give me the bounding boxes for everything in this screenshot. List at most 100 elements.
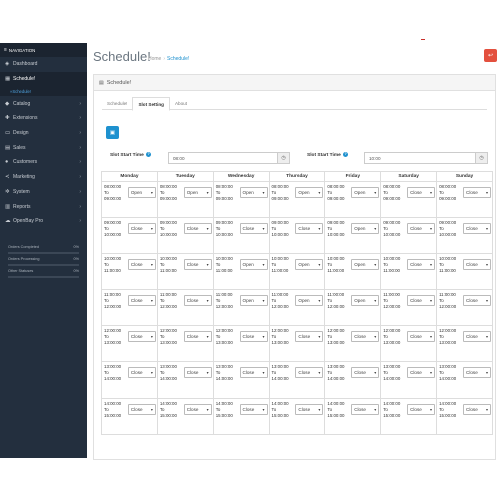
sidebar-item-dashboard[interactable]: ◈ Dashboard [0, 57, 87, 72]
status-select[interactable]: Close ▾ [463, 259, 491, 271]
sidebar-item-customers[interactable]: ● Customers › [0, 155, 87, 170]
status-select[interactable]: Close ▾ [407, 223, 436, 235]
status-select[interactable]: Close ▾ [295, 331, 324, 343]
status-select[interactable]: Close ▾ [295, 403, 324, 415]
slot-cell: 13:00:00 To 14:00:00 Close ▾ [101, 361, 158, 399]
breadcrumb-home[interactable]: Home [148, 56, 162, 62]
status-select[interactable]: Close ▾ [183, 259, 212, 271]
status-select[interactable]: Open ▾ [295, 295, 324, 307]
slot-from: 12:00:00 [439, 328, 457, 334]
save-button[interactable]: ▣ [106, 126, 119, 139]
sidebar-item-design[interactable]: ▭ Design › [0, 126, 87, 141]
slot-to-label: To [327, 262, 333, 268]
status-select[interactable]: Close ▾ [463, 367, 491, 379]
status-select[interactable]: Close ▾ [351, 331, 380, 343]
status-select[interactable]: Close ▾ [127, 295, 156, 307]
slot-time: 11:00:00 To 12:00:00 [439, 292, 491, 310]
tab-about[interactable]: About [174, 101, 187, 106]
sidebar-subitem-schedule[interactable]: » Schedule! [0, 86, 87, 97]
status-select[interactable]: Close ▾ [239, 403, 268, 415]
status-select[interactable]: Close ▾ [463, 403, 491, 415]
status-select[interactable]: Close ▾ [463, 187, 491, 198]
status-select[interactable]: Open ▾ [239, 295, 268, 307]
status-select[interactable]: Open ▾ [351, 295, 380, 307]
slot-cell: 11:00:00 To 12:00:00 Open ▾ [324, 289, 382, 327]
status-select[interactable]: Close ▾ [463, 223, 491, 235]
slot-to-label: To [439, 298, 444, 304]
clock-icon[interactable]: ◷ [475, 152, 488, 164]
status-select[interactable]: Open ▾ [351, 259, 380, 271]
status-select[interactable]: Close ▾ [183, 295, 212, 307]
sidebar-item-marketing[interactable]: ≺ Marketing › [0, 170, 87, 185]
sidebar-item-catalog[interactable]: ◆ Catalog › [0, 96, 87, 111]
status-select[interactable]: Close ▾ [127, 223, 156, 235]
clock-icon[interactable]: ◷ [277, 152, 290, 164]
slot-start-input-2[interactable]: 10:00 [364, 152, 477, 164]
status-select[interactable]: Close ▾ [407, 403, 436, 415]
status-select[interactable]: Close ▾ [127, 331, 156, 343]
slot-cell: 12:00:00 To 13:00:00 Close ▾ [324, 325, 382, 363]
status-select[interactable]: Close ▾ [407, 187, 436, 198]
slot-end: 14:00:00 [271, 376, 289, 382]
status-select[interactable]: Open ▾ [295, 187, 324, 198]
status-value: Close [242, 226, 255, 232]
slot-time: 14:00:00 To 15:00:00 [160, 401, 212, 419]
sidebar-item-openbay-pro[interactable]: ☁ OpenBay Pro › [0, 214, 87, 229]
status-select[interactable]: Close ▾ [407, 295, 436, 307]
slot-cell: 14:00:00 To 15:00:00 Close ▾ [436, 397, 493, 435]
status-select[interactable]: Open ▾ [183, 187, 212, 198]
chevron-down-icon: ▾ [430, 262, 433, 268]
tab-schedule[interactable]: Schedule! [107, 101, 128, 106]
slot-from: 13:00:00 [215, 364, 233, 370]
status-select[interactable]: Open ▾ [351, 187, 380, 198]
status-select[interactable]: Close ▾ [127, 259, 156, 271]
sidebar-item-schedule[interactable]: ▦ Schedule! [0, 71, 87, 87]
status-select[interactable]: Close ▾ [351, 367, 380, 379]
status-select[interactable]: Close ▾ [127, 403, 156, 415]
status-select[interactable]: Open ▾ [127, 187, 156, 198]
slot-cell: 12:00:00 To 13:00:00 Close ▾ [380, 325, 438, 363]
slot-start-label-2: Slot Start Time ? [307, 152, 349, 158]
slot-to-label: To [104, 406, 109, 412]
slot-time: 11:00:00 To 12:00:00 [327, 292, 379, 310]
slot-to-label: To [271, 226, 277, 232]
status-select[interactable]: Close ▾ [351, 403, 380, 415]
slot-cell: 14:00:00 To 15:00:00 Close ▾ [212, 397, 270, 435]
status-select[interactable]: Close ▾ [407, 331, 436, 343]
status-select[interactable]: Close ▾ [407, 259, 436, 271]
breadcrumb-current[interactable]: Schedule! [167, 56, 190, 62]
status-select[interactable]: Close ▾ [127, 367, 156, 379]
status-select[interactable]: Open ▾ [239, 187, 268, 198]
status-select[interactable]: Close ▾ [183, 367, 212, 379]
sidebar-item-extensions[interactable]: ✚ Extensions › [0, 111, 87, 126]
sidebar-item-system[interactable]: ✲ System › [0, 185, 87, 200]
slot-end: 09:00:00 [159, 196, 177, 201]
status-select[interactable]: Close ▾ [183, 403, 212, 415]
status-select[interactable]: Open ▾ [351, 223, 380, 235]
sidebar-item-reports[interactable]: ▥ Reports › [0, 199, 87, 214]
status-select[interactable]: Open ▾ [239, 259, 268, 271]
slot-end: 12:00:00 [104, 304, 122, 310]
slot-time: 14:00:00 To 15:00:00 [327, 401, 379, 419]
sidebar-item-label: Catalog [13, 100, 31, 107]
slot-time: 10:00:00 To 11:00:00 [160, 256, 212, 274]
slot-cell: 13:00:00 To 14:00:00 Close ▾ [436, 361, 493, 399]
status-select[interactable]: Close ▾ [183, 223, 212, 235]
status-select[interactable]: Close ▾ [239, 367, 268, 379]
status-select[interactable]: Close ▾ [463, 331, 491, 343]
sidebar-item-sales[interactable]: ▤ Sales › [0, 140, 87, 155]
status-value: Close [354, 334, 366, 340]
status-select[interactable]: Close ▾ [239, 223, 268, 235]
chevron-right-icon: › [79, 174, 81, 181]
status-select[interactable]: Close ▾ [183, 331, 212, 343]
cancel-button[interactable]: ↩ [484, 49, 497, 62]
status-select[interactable]: Close ▾ [463, 295, 491, 307]
status-select[interactable]: Close ▾ [295, 223, 324, 235]
status-select[interactable]: Open ▾ [295, 259, 324, 271]
status-select[interactable]: Close ▾ [407, 367, 436, 379]
status-select[interactable]: Close ▾ [295, 367, 324, 379]
status-select[interactable]: Close ▾ [239, 331, 268, 343]
slot-start-input-1[interactable]: 08:00 [168, 152, 279, 164]
share-icon: ≺ [5, 174, 10, 181]
tab-slot-setting[interactable]: Slot Setting [132, 97, 170, 111]
